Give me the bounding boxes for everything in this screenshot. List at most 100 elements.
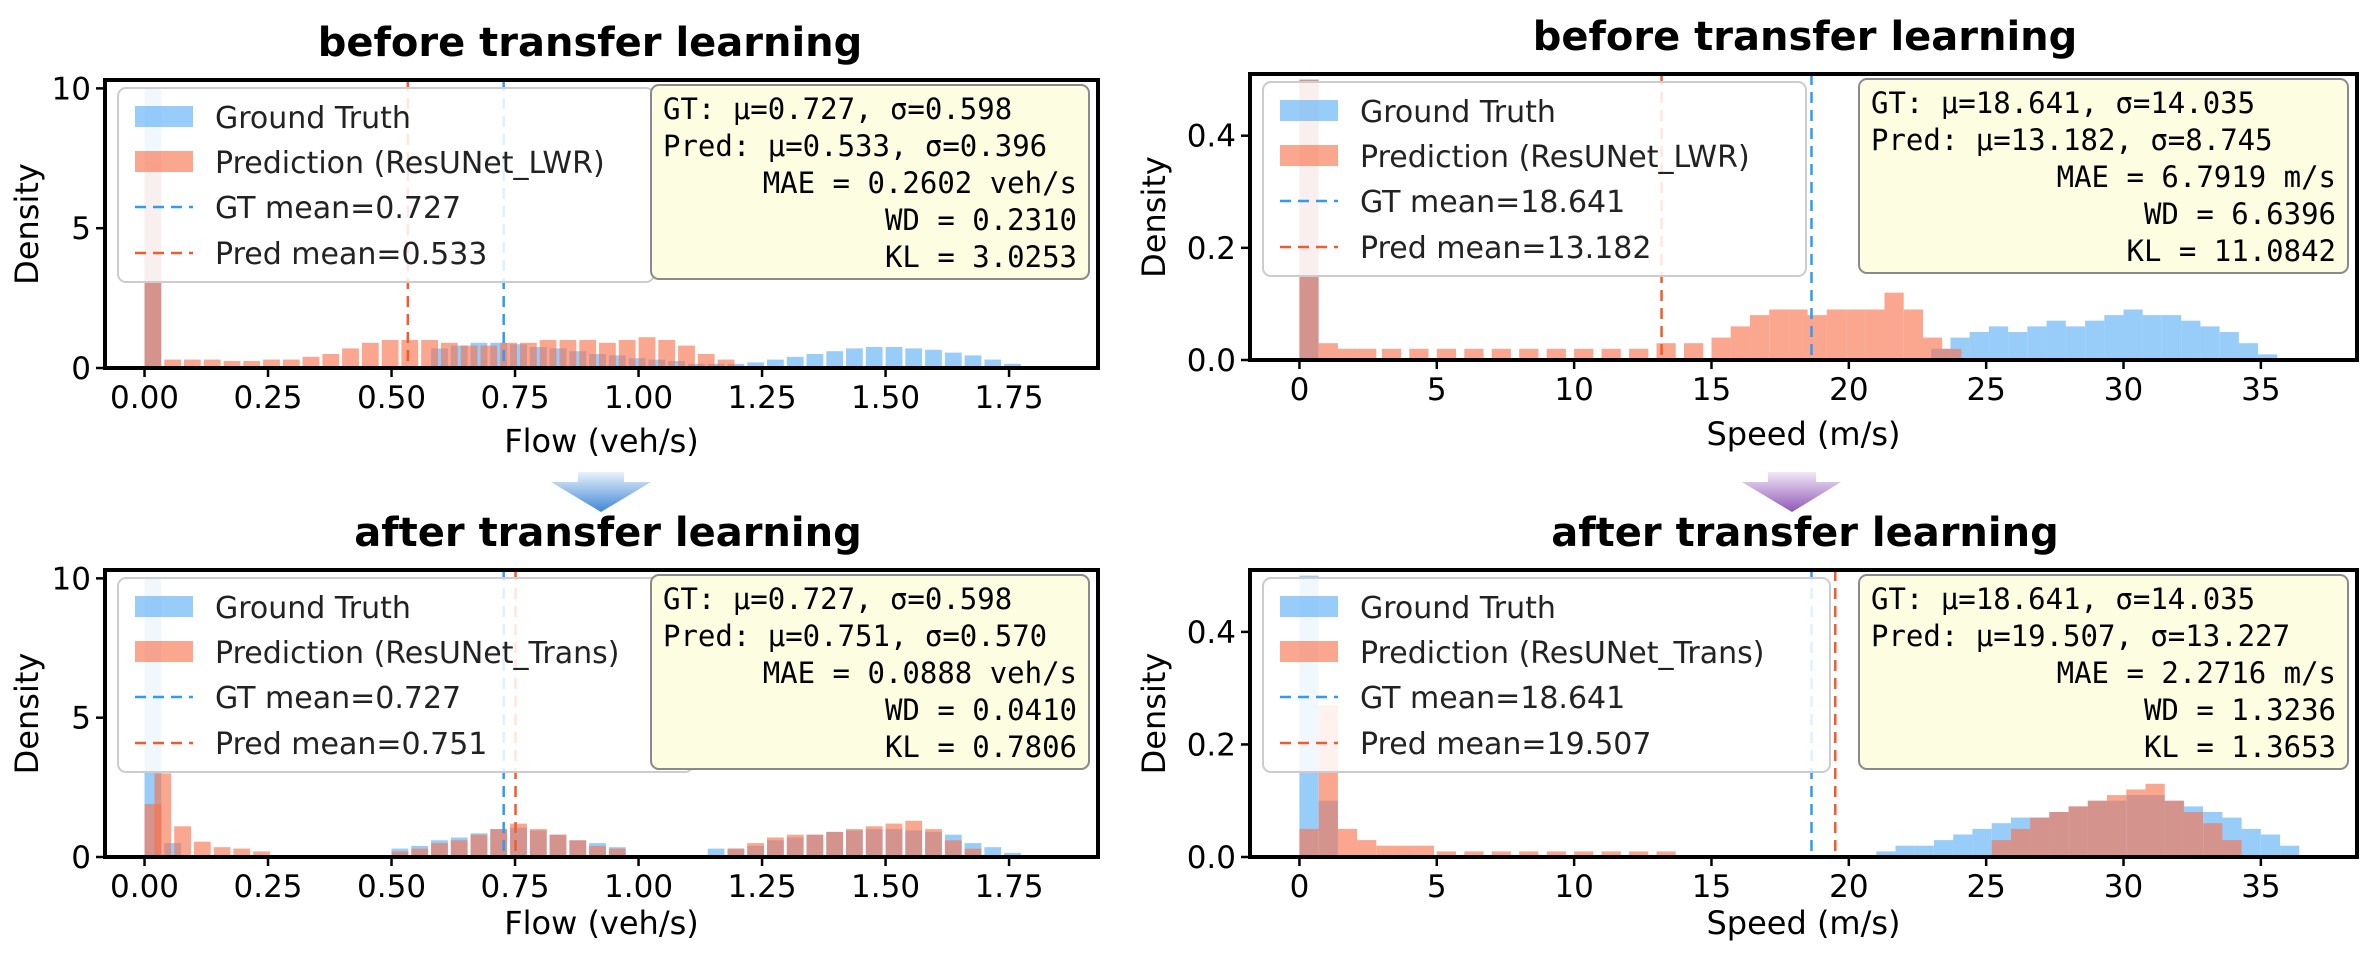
pred-bar	[1865, 309, 1885, 360]
plot-frame	[103, 568, 1100, 859]
x-tick-label: 1.00	[604, 869, 673, 905]
pred-bar	[846, 829, 863, 857]
pred-bar	[717, 359, 735, 368]
gt-bar	[2142, 315, 2162, 360]
pred-bar	[2183, 812, 2204, 857]
pred-bar	[510, 823, 527, 857]
pred-bar	[1436, 348, 1456, 360]
pred-bar	[2030, 817, 2050, 857]
gt-bar	[2219, 332, 2239, 360]
y-axis-label: Density	[8, 653, 46, 775]
gt-bar	[2162, 315, 2182, 360]
pred-bar	[589, 845, 606, 857]
pred-bar	[411, 848, 429, 857]
legend-entry: Prediction (ResUNet_LWR)	[1360, 140, 1750, 175]
pred-bar	[1299, 828, 1319, 857]
x-tick-label: 25	[1966, 372, 2005, 408]
pred-bar	[539, 340, 557, 368]
legend-swatch-pred	[135, 151, 193, 172]
pred-bar	[608, 848, 626, 857]
pred-bar	[431, 843, 448, 857]
gt-bar	[865, 347, 883, 368]
gt-bar	[1969, 332, 1989, 360]
gt-bar	[1953, 834, 1973, 857]
x-tick-label: 5	[1427, 372, 1447, 408]
stats-box-frame	[650, 574, 1090, 770]
pred-bar	[2222, 840, 2242, 857]
stats-line: KL = 1.3653	[2144, 730, 2336, 764]
pred-bar	[1318, 343, 1338, 360]
stats-box-frame	[1858, 574, 2349, 770]
stats-line: MAE = 2.2716 m/s	[2057, 656, 2336, 690]
x-tick-label: 20	[1829, 869, 1868, 905]
chart-panel-2: 0 5 10 15 20 25 30 35 0.0 0.2 0.4 Speed (m/s) Densit…	[1135, 72, 2359, 453]
pred-bar	[2203, 823, 2223, 857]
x-tick-label: 0.00	[110, 380, 179, 416]
x-tick-label: 0.75	[481, 380, 550, 416]
plot-frame	[1248, 72, 2359, 362]
stats-line: KL = 11.0842	[2126, 234, 2336, 268]
legend-entry: Ground Truth	[215, 591, 411, 626]
y-tick-label: 0.0	[1187, 343, 1236, 379]
pred-bar	[1337, 828, 1358, 857]
pred-bar	[263, 359, 280, 368]
pred-bar	[1464, 851, 1484, 857]
pred-bar	[1357, 348, 1377, 360]
pred-bar	[559, 340, 577, 368]
pred-bar	[678, 345, 695, 368]
stats-line: WD = 0.0410	[885, 693, 1077, 727]
pred-bar	[361, 342, 379, 368]
pred-bar	[381, 340, 399, 368]
pred-bar	[2107, 795, 2127, 857]
x-tick-label: 20	[1829, 372, 1868, 408]
plot-frame	[1248, 568, 2359, 859]
pred-bar	[806, 834, 824, 857]
legend: Ground Truth Prediction (ResUNet_LWR) GT m…	[1262, 81, 1807, 277]
x-axis-label: Speed (m/s)	[1706, 415, 1900, 453]
legend-entry: GT mean=18.641	[1360, 185, 1625, 220]
pred-bar	[618, 340, 636, 368]
legend-entry: GT mean=0.727	[215, 681, 461, 716]
gt-bar	[2123, 309, 2143, 360]
stats-line: MAE = 0.0888 veh/s	[763, 656, 1077, 690]
pred-bar	[2126, 789, 2146, 857]
x-axis-label: Flow (veh/s)	[504, 904, 699, 942]
x-tick-label: 1.25	[728, 869, 797, 905]
legend: Ground Truth Prediction (ResUNet_LWR) GT m…	[117, 87, 655, 283]
pred-bar	[549, 834, 567, 857]
stats-line: WD = 1.3236	[2144, 693, 2336, 727]
legend: Ground Truth Prediction (ResUNet_Trans) GT…	[1262, 577, 1831, 773]
y-axis-label: Density	[1135, 653, 1173, 775]
y-tick-label: 0.2	[1187, 727, 1236, 763]
chart-panel-1: 0.00 0.25 0.50 0.75 1.00 1.25 1.50 1.75 0 5 10 Flow…	[8, 71, 1100, 460]
x-tick-label: 1.50	[851, 869, 920, 905]
pred-bar	[2049, 812, 2069, 857]
gt-bar	[905, 348, 923, 368]
pred-bar	[470, 834, 488, 857]
pred-bar	[1749, 315, 1770, 360]
pred-bar	[1923, 337, 1943, 360]
gt-bar	[2085, 320, 2105, 360]
pred-bar	[322, 354, 340, 368]
x-tick-label: 0.50	[357, 869, 426, 905]
stats-line: GT: μ=18.641, σ=14.035	[1871, 582, 2255, 616]
legend-entry: Ground Truth	[1360, 95, 1556, 130]
stats-line: WD = 0.2310	[885, 203, 1077, 237]
pred-bar	[282, 359, 300, 368]
gt-bar	[727, 363, 745, 368]
x-tick-label: 5	[1427, 869, 1447, 905]
x-tick-label: 0	[1290, 372, 1310, 408]
gt-bar	[2065, 326, 2085, 360]
x-tick-label: 15	[1692, 372, 1731, 408]
legend-swatch-gt	[135, 106, 193, 127]
pred-bar	[243, 361, 261, 368]
pred-bar	[1491, 851, 1511, 857]
gt-bar	[2258, 354, 2278, 360]
pred-bar	[1601, 348, 1621, 360]
gt-bar	[1988, 326, 2009, 360]
pred-bar	[638, 337, 656, 368]
gt-bar	[747, 362, 764, 368]
pred-bar	[193, 841, 211, 857]
legend-entry: GT mean=0.727	[215, 191, 461, 226]
